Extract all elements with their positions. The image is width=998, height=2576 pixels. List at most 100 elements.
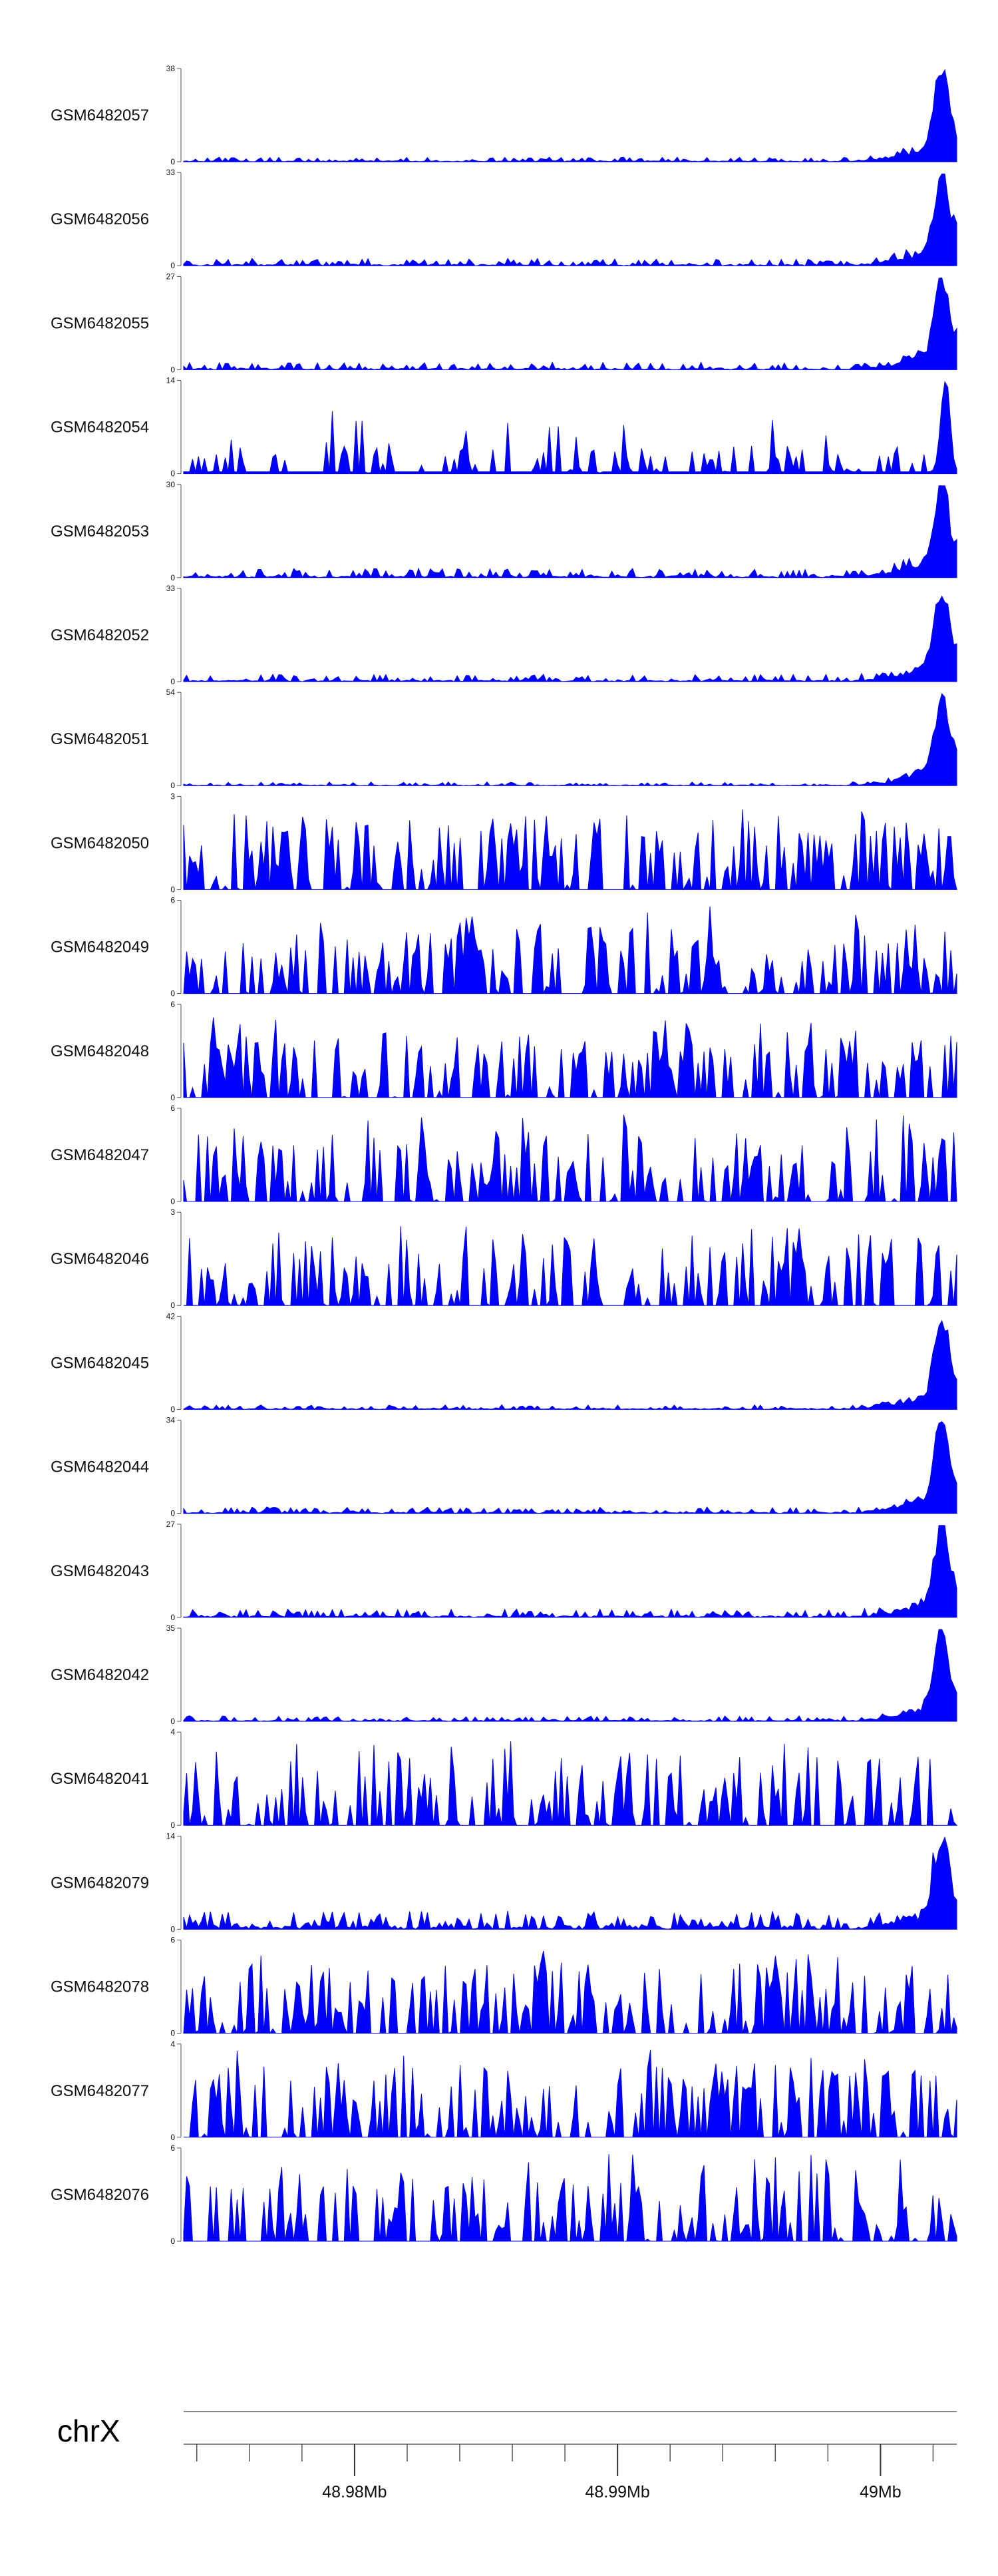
y-axis-min-label: 0 (170, 2029, 175, 2038)
y-axis-max-label: 34 (166, 1416, 176, 1425)
y-axis-min-label: 0 (170, 885, 175, 894)
signal-area (183, 2154, 957, 2243)
y-axis-max-label: 38 (166, 64, 176, 73)
track-gsm6482079: GSM6482079 14 0 (51, 1831, 957, 1934)
signal-area (183, 1319, 957, 1410)
track-gsm6482052: GSM6482052 33 0 (51, 584, 957, 686)
y-axis-min-label: 0 (170, 469, 175, 479)
track-gsm6482049: GSM6482049 6 0 (51, 896, 957, 998)
track-name-label: GSM6482047 (51, 1146, 149, 1164)
track-gsm6482078: GSM6482078 6 0 (51, 1936, 957, 2038)
y-axis-max-label: 6 (170, 2143, 175, 2153)
signal-area (184, 2049, 957, 2139)
track-name-label: GSM6482051 (51, 730, 149, 748)
y-axis-max-label: 35 (166, 1623, 176, 1633)
chromosome-label: chrX (57, 2414, 120, 2448)
y-axis-min-label: 0 (170, 781, 175, 790)
y-axis-max-label: 30 (166, 480, 176, 489)
track-name-label: GSM6482044 (51, 1458, 149, 1476)
ruler-tick-label: 48.98Mb (322, 2483, 387, 2501)
track-gsm6482077: GSM6482077 4 0 (51, 2039, 957, 2142)
track-name-label: GSM6482050 (51, 834, 149, 852)
y-axis-min-label: 0 (170, 1509, 175, 1518)
track-gsm6482043: GSM6482043 27 0 (51, 1520, 957, 1622)
y-axis-min-label: 0 (170, 1821, 175, 1830)
signal-tracks: GSM6482057380GSM6482056330GSM6482055270G… (51, 64, 958, 2246)
y-axis-min-label: 0 (170, 573, 175, 582)
track-gsm6482045: GSM6482045 42 0 (51, 1311, 957, 1414)
track-name-label: GSM6482052 (51, 626, 149, 644)
signal-area (183, 595, 957, 682)
track-name-label: GSM6482076 (51, 2186, 149, 2204)
signal-area (183, 1629, 957, 1722)
track-name-label: GSM6482079 (51, 1874, 149, 1892)
y-axis-max-label: 3 (170, 1207, 175, 1217)
track-gsm6482057: GSM6482057 38 0 (51, 64, 957, 166)
y-axis-min-label: 0 (170, 1093, 175, 1102)
signal-area (183, 277, 957, 371)
track-name-label: GSM6482045 (51, 1354, 149, 1372)
y-axis-max-label: 33 (166, 168, 176, 177)
chromosome-ruler: chrX 48.98Mb 48.99Mb 49Mb (57, 2411, 957, 2501)
y-axis-max-label: 6 (170, 1104, 175, 1113)
signal-area (184, 1226, 957, 1307)
track-gsm6482042: GSM6482042 35 0 (51, 1623, 957, 1726)
track-name-label: GSM6482046 (51, 1250, 149, 1268)
y-axis-min-label: 0 (170, 365, 175, 374)
y-axis-min-label: 0 (170, 677, 175, 686)
track-gsm6482053: GSM6482053 30 0 (51, 480, 957, 582)
y-axis-min-label: 0 (170, 1404, 175, 1414)
y-axis-max-label: 4 (170, 1727, 175, 1737)
track-gsm6482055: GSM6482055 27 0 (51, 272, 957, 374)
signal-area (183, 809, 957, 891)
y-axis-min-label: 0 (170, 1197, 175, 1206)
track-gsm6482046: GSM6482046 3 0 (51, 1207, 957, 1310)
y-axis-max-label: 14 (166, 376, 176, 385)
track-name-label: GSM6482042 (51, 1666, 149, 1684)
y-axis-max-label: 6 (170, 896, 175, 905)
track-gsm6482041: GSM6482041 4 0 (51, 1727, 958, 1830)
y-axis-max-label: 27 (166, 272, 176, 281)
signal-area (183, 1950, 957, 2035)
signal-area (183, 485, 957, 579)
ruler-tick-label: 49Mb (860, 2483, 902, 2501)
track-gsm6482044: GSM6482044 34 0 (51, 1416, 957, 1518)
signal-area (183, 1420, 957, 1514)
signal-area (183, 381, 957, 475)
y-axis-min-label: 0 (170, 2133, 175, 2142)
signal-area (183, 173, 957, 267)
y-axis-max-label: 4 (170, 2039, 175, 2049)
track-name-label: GSM6482049 (51, 939, 149, 957)
signal-area (183, 1741, 958, 1826)
track-name-label: GSM6482078 (51, 1978, 149, 1996)
track-gsm6482051: GSM6482051 54 0 (51, 688, 957, 790)
y-axis-min-label: 0 (170, 261, 175, 270)
track-gsm6482048: GSM6482048 6 0 (51, 1000, 957, 1102)
y-axis-min-label: 0 (170, 157, 175, 166)
signal-area (183, 69, 957, 162)
track-gsm6482047: GSM6482047 6 0 (51, 1104, 957, 1206)
signal-area (183, 1017, 957, 1099)
track-name-label: GSM6482056 (51, 210, 149, 228)
track-name-label: GSM6482041 (51, 1770, 149, 1788)
signal-area (183, 1114, 957, 1203)
y-axis-max-label: 6 (170, 1936, 175, 1945)
track-name-label: GSM6482057 (51, 107, 149, 124)
y-axis-min-label: 0 (170, 1613, 175, 1622)
y-axis-min-label: 0 (170, 2237, 175, 2246)
y-axis-min-label: 0 (170, 989, 175, 998)
y-axis-max-label: 54 (166, 688, 176, 697)
y-axis-max-label: 33 (166, 584, 176, 593)
y-axis-min-label: 0 (170, 1717, 175, 1726)
track-name-label: GSM6482077 (51, 2082, 149, 2100)
track-gsm6482054: GSM6482054 14 0 (51, 376, 957, 479)
track-name-label: GSM6482048 (51, 1042, 149, 1060)
track-gsm6482050: GSM6482050 3 0 (51, 791, 957, 894)
track-name-label: GSM6482053 (51, 523, 149, 540)
y-axis-max-label: 27 (166, 1520, 176, 1529)
track-gsm6482076: GSM6482076 6 0 (51, 2143, 957, 2246)
y-axis-max-label: 42 (166, 1311, 176, 1321)
track-name-label: GSM6482055 (51, 314, 149, 332)
track-gsm6482056: GSM6482056 33 0 (51, 168, 957, 270)
y-axis-min-label: 0 (170, 1301, 175, 1310)
